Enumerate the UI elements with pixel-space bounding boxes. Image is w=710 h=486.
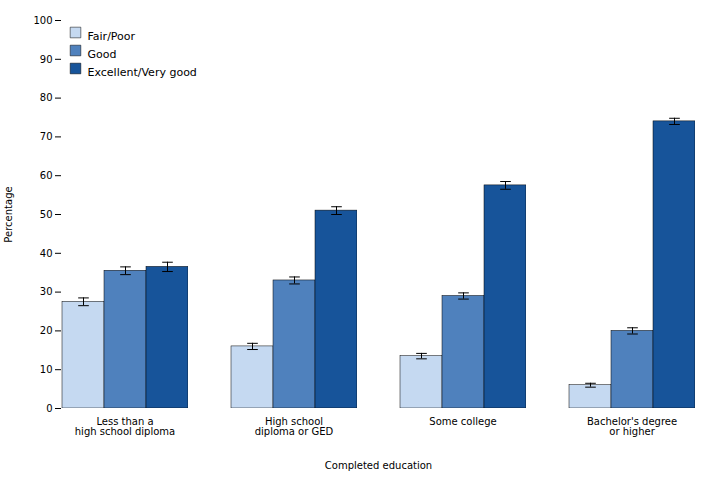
svg-text:Excellent/Very good: Excellent/Very good (88, 66, 197, 79)
svg-text:30: 30 (40, 286, 53, 297)
svg-text:90: 90 (40, 54, 53, 65)
svg-text:10: 10 (40, 364, 53, 375)
svg-text:Bachelor's degreeor higher: Bachelor's degreeor higher (587, 416, 677, 437)
svg-text:Fair/Poor: Fair/Poor (88, 30, 136, 43)
svg-text:20: 20 (40, 325, 53, 336)
svg-text:Percentage: Percentage (3, 186, 14, 242)
svg-text:80: 80 (40, 92, 53, 103)
svg-text:40: 40 (40, 248, 53, 259)
svg-text:100: 100 (33, 15, 52, 26)
svg-text:0: 0 (46, 403, 52, 414)
svg-text:50: 50 (40, 209, 53, 220)
svg-text:70: 70 (40, 131, 53, 142)
svg-text:Completed education: Completed education (325, 460, 432, 471)
svg-text:Some college: Some college (429, 416, 496, 427)
svg-text:High schooldiploma or GED: High schooldiploma or GED (255, 416, 334, 437)
svg-text:Less than ahigh school diploma: Less than ahigh school diploma (75, 416, 175, 437)
svg-text:Good: Good (88, 48, 117, 61)
svg-text:60: 60 (40, 170, 53, 181)
